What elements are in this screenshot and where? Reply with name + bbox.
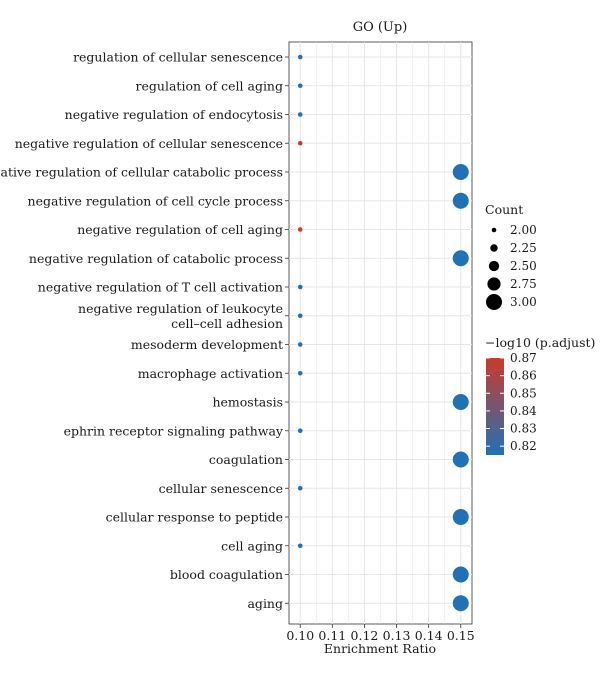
y-tick-label-line: regulation of cell aging <box>136 78 283 93</box>
size-legend-label: 2.50 <box>510 259 537 273</box>
size-legend-label: 3.00 <box>510 295 537 309</box>
color-legend-bar <box>486 358 504 455</box>
y-tick-label: cellular response to peptide <box>106 510 283 525</box>
y-tick-label-line: cellular response to peptide <box>106 510 283 525</box>
y-tick-label-line: macrophage activation <box>138 366 283 381</box>
x-tick-label: 0.12 <box>351 628 379 643</box>
y-tick-label: negative regulation of cellular senescen… <box>15 136 283 151</box>
y-tick-label-line: negative regulation of leukocyte <box>78 301 283 316</box>
data-point <box>452 509 469 525</box>
y-tick-label: mesoderm development <box>131 337 283 352</box>
size-legend-key <box>488 260 500 272</box>
y-tick-label-line: negative regulation of cell aging <box>77 222 283 237</box>
data-point <box>452 164 469 180</box>
color-legend-label: 0.84 <box>510 404 537 418</box>
y-tick-label-line: ephrin receptor signaling pathway <box>64 423 284 438</box>
y-tick-label: negative regulation of cell aging <box>77 222 283 237</box>
data-point <box>297 485 303 491</box>
y-tick-label: cell aging <box>221 538 283 553</box>
data-point <box>297 543 303 549</box>
y-tick-label: regulation of cell aging <box>136 78 283 93</box>
size-legend-key <box>486 294 502 310</box>
grid-lines <box>289 42 472 624</box>
color-legend-label: 0.83 <box>510 422 537 436</box>
y-tick-label-line: mesoderm development <box>131 337 283 352</box>
y-tick-label: negative regulation of catabolic process <box>29 251 283 266</box>
y-tick-label-line: negative regulation of T cell activation <box>38 280 283 295</box>
x-tick-label: 0.15 <box>447 628 475 643</box>
data-point <box>297 83 303 89</box>
data-point <box>297 370 303 376</box>
y-tick-label: aging <box>247 596 283 611</box>
size-legend: Count 2.00 2.25 2.50 2.75 3.00 <box>485 202 537 310</box>
data-point <box>297 54 303 60</box>
y-tick-label: negative regulation of cell cycle proces… <box>28 193 283 208</box>
data-points <box>297 54 469 612</box>
data-point <box>452 595 469 612</box>
y-tick-label: negative regulation of cellular cataboli… <box>0 165 283 180</box>
x-tick-label: 0.13 <box>383 628 411 643</box>
size-legend-label: 2.75 <box>510 277 537 291</box>
color-legend-label: 0.87 <box>510 351 537 365</box>
y-tick-label: regulation of cellular senescence <box>73 50 283 65</box>
color-legend-label: 0.82 <box>510 439 537 453</box>
size-legend-key <box>487 277 501 291</box>
y-tick-label: hemostasis <box>212 395 283 410</box>
data-point <box>452 192 469 209</box>
data-point <box>452 566 469 583</box>
y-tick-label-line: cell–cell adhesion <box>171 316 283 331</box>
y-tick-label-line: negative regulation of cellular senescen… <box>15 136 283 151</box>
y-tick-label-line: regulation of cellular senescence <box>73 50 283 65</box>
size-legend-key <box>491 227 497 233</box>
y-tick-label: cellular senescence <box>159 481 283 496</box>
y-tick-label: blood coagulation <box>170 567 283 582</box>
color-legend-label: 0.85 <box>510 386 537 400</box>
data-point <box>452 394 469 410</box>
color-legend: −log10 (p.adjust) 0.87 0.86 0.85 0.84 0.83 0.… <box>485 335 595 455</box>
size-legend-key <box>490 244 498 252</box>
y-tick-label: coagulation <box>209 452 283 467</box>
size-legend-label: 2.25 <box>510 241 537 255</box>
y-tick-label-line: negative regulation of cellular cataboli… <box>0 165 283 180</box>
data-point <box>452 250 469 267</box>
x-tick-label: 0.10 <box>286 628 314 643</box>
data-point <box>297 342 303 347</box>
y-tick-label-line: negative regulation of cell cycle proces… <box>28 193 283 208</box>
y-tick-label: negative regulation of endocytosis <box>65 107 283 122</box>
y-tick-label: macrophage activation <box>138 366 283 381</box>
data-point <box>297 284 303 290</box>
x-axis-ticks: 0.10 0.11 0.12 0.13 0.14 0.15 <box>286 624 475 643</box>
y-tick-label-line: negative regulation of endocytosis <box>65 107 283 122</box>
y-tick-label-line: cellular senescence <box>159 481 283 496</box>
x-tick-label: 0.14 <box>415 628 443 643</box>
color-legend-label: 0.86 <box>510 369 537 383</box>
chart-title: GO (Up) <box>353 20 408 35</box>
data-point <box>297 112 303 117</box>
size-legend-label: 2.00 <box>510 223 537 237</box>
y-tick-label: negative regulation of leukocyte cell–cel… <box>78 301 283 331</box>
y-axis-labels: regulation of cellular senescence regulat… <box>0 50 289 611</box>
x-axis-title: Enrichment Ratio <box>324 641 436 656</box>
y-tick-label-line: blood coagulation <box>170 567 283 582</box>
data-point <box>297 227 303 232</box>
data-point <box>452 451 469 468</box>
data-point <box>297 428 303 434</box>
size-legend-title: Count <box>485 202 523 217</box>
y-tick-label: ephrin receptor signaling pathway <box>64 423 284 438</box>
y-tick-label: negative regulation of T cell activation <box>38 280 283 295</box>
y-tick-label-line: aging <box>247 596 283 611</box>
color-legend-title: −log10 (p.adjust) <box>485 335 595 350</box>
data-point <box>297 313 303 319</box>
x-tick-label: 0.11 <box>318 628 346 643</box>
data-point <box>297 140 303 146</box>
y-tick-label-line: hemostasis <box>212 395 283 410</box>
y-tick-label-line: cell aging <box>221 538 283 553</box>
y-tick-label-line: negative regulation of catabolic process <box>29 251 283 266</box>
y-tick-label-line: coagulation <box>209 452 283 467</box>
